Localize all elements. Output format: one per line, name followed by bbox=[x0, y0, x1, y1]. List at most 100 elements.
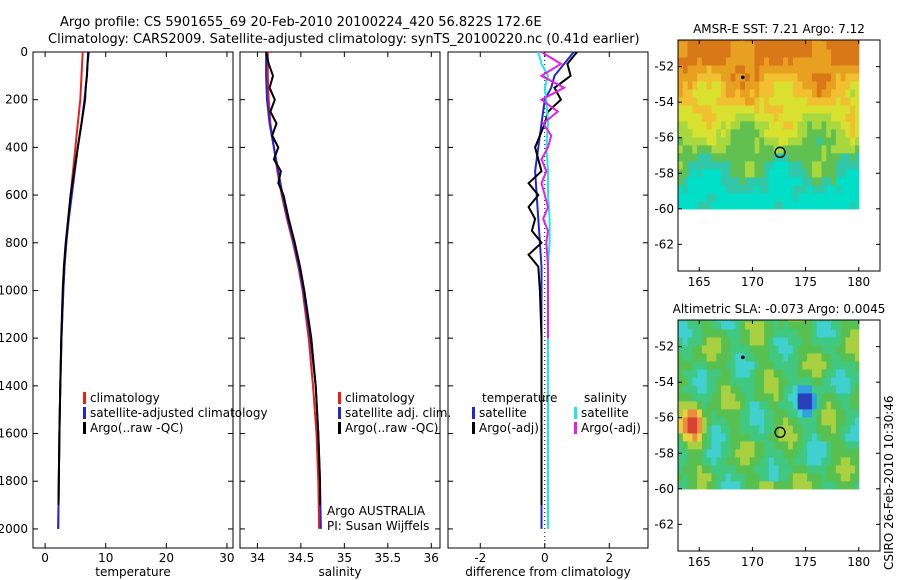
heatmap-cell bbox=[797, 40, 803, 42]
heatmap-cell bbox=[835, 352, 842, 362]
heatmap-cell bbox=[716, 40, 722, 50]
heatmap-cell bbox=[826, 48, 832, 58]
heatmap-cell bbox=[725, 80, 732, 90]
heatmap-cell bbox=[797, 400, 803, 410]
heatmap-cell bbox=[725, 432, 732, 442]
heatmap-cell bbox=[749, 360, 756, 370]
heatmap-cell bbox=[740, 320, 746, 322]
heatmap-cell bbox=[768, 128, 775, 138]
heatmap-cell bbox=[783, 384, 789, 394]
heatmap-cell bbox=[768, 120, 775, 130]
heatmap-cell bbox=[678, 112, 684, 122]
heatmap-cell bbox=[730, 56, 737, 66]
heatmap-cell bbox=[811, 440, 818, 450]
heatmap-cell bbox=[821, 376, 827, 386]
x-tick-label: 0 bbox=[41, 551, 49, 565]
heatmap-cell bbox=[759, 456, 765, 466]
heatmap-cell bbox=[850, 320, 856, 330]
heatmap-cell bbox=[840, 152, 847, 162]
heatmap-cell bbox=[697, 184, 703, 194]
heatmap-cell bbox=[855, 56, 860, 66]
series-line-argo-raw-qc- bbox=[265, 51, 321, 506]
heatmap-cell bbox=[816, 40, 823, 50]
heatmap-cell bbox=[826, 360, 832, 370]
heatmap-cell bbox=[835, 320, 842, 322]
heatmap-cell bbox=[840, 464, 847, 474]
heatmap-cell bbox=[773, 440, 780, 450]
heatmap-cell bbox=[807, 96, 813, 106]
heatmap-cell bbox=[773, 64, 780, 74]
heatmap-cell bbox=[792, 392, 799, 402]
heatmap-cell bbox=[735, 120, 741, 130]
heatmap-cell bbox=[701, 368, 708, 378]
heatmap-cell bbox=[687, 144, 693, 154]
heatmap-cell bbox=[711, 328, 717, 338]
heatmap-cell bbox=[759, 432, 765, 442]
heatmap-cell bbox=[831, 344, 837, 354]
heatmap-cell bbox=[764, 360, 770, 370]
heatmap-cell bbox=[792, 336, 799, 346]
heatmap-cell bbox=[788, 104, 794, 114]
heatmap-cell bbox=[701, 344, 708, 354]
heatmap-cell bbox=[816, 104, 823, 114]
heatmap-cell bbox=[826, 472, 832, 482]
heatmap-cell bbox=[797, 200, 803, 210]
heatmap-cell bbox=[855, 80, 860, 90]
heatmap-cell bbox=[840, 160, 847, 170]
heatmap-cell bbox=[831, 352, 837, 362]
heatmap-cell bbox=[678, 200, 684, 210]
heatmap-cell bbox=[850, 344, 856, 354]
heatmap-cell bbox=[754, 72, 760, 82]
heatmap-cell bbox=[850, 112, 856, 122]
heatmap-cell bbox=[721, 136, 727, 146]
heatmap-cell bbox=[687, 128, 693, 138]
heatmap-cell bbox=[797, 160, 803, 170]
heatmap-cell bbox=[768, 104, 775, 114]
heatmap-cell bbox=[768, 360, 775, 370]
heatmap-cell bbox=[711, 56, 717, 66]
heatmap-cell bbox=[730, 64, 737, 74]
heatmap-cell bbox=[697, 432, 703, 442]
heatmap-cell bbox=[706, 200, 713, 210]
heatmap-cell bbox=[744, 160, 751, 170]
heatmap-cell bbox=[725, 384, 732, 394]
heatmap-cell bbox=[701, 96, 708, 106]
heatmap-cell bbox=[811, 320, 818, 322]
heatmap-cell bbox=[687, 192, 693, 202]
heatmap-cell bbox=[754, 88, 760, 98]
heatmap-cell bbox=[740, 168, 746, 178]
heatmap-cell bbox=[721, 384, 727, 394]
heatmap-cell bbox=[778, 88, 784, 98]
heatmap-cell bbox=[730, 96, 737, 106]
heatmap-cell bbox=[840, 80, 847, 90]
heatmap-cell bbox=[764, 112, 770, 122]
heatmap-cell bbox=[850, 120, 856, 130]
heatmap-cell bbox=[855, 168, 860, 178]
heatmap-cell bbox=[783, 440, 789, 450]
heatmap-cell bbox=[711, 160, 717, 170]
heatmap-cell bbox=[821, 176, 827, 186]
heatmap-cell bbox=[740, 320, 746, 330]
heatmap-cell bbox=[797, 432, 803, 442]
heatmap-cell bbox=[735, 392, 741, 402]
heatmap-cell bbox=[678, 144, 684, 154]
heatmap-cell bbox=[816, 144, 823, 154]
heatmap-cell bbox=[697, 344, 703, 354]
heatmap-cell bbox=[835, 440, 842, 450]
heatmap-cell bbox=[855, 96, 860, 106]
heatmap-cell bbox=[697, 328, 703, 338]
heatmap-cell bbox=[855, 440, 860, 450]
heatmap-cell bbox=[802, 328, 808, 338]
heatmap-cell bbox=[783, 336, 789, 346]
heatmap-cell bbox=[855, 376, 860, 386]
heatmap-cell bbox=[678, 320, 684, 330]
heatmap-cell bbox=[826, 104, 832, 114]
figure-title-line2: Climatology: CARS2009. Satellite-adjuste… bbox=[48, 32, 640, 47]
heatmap-cell bbox=[678, 480, 684, 490]
heatmap-cell bbox=[845, 48, 851, 58]
heatmap-cell bbox=[759, 344, 765, 354]
heatmap-cell bbox=[783, 200, 789, 210]
heatmap-cell bbox=[845, 104, 851, 114]
heatmap-cell bbox=[802, 120, 808, 130]
heatmap-cell bbox=[811, 136, 818, 146]
